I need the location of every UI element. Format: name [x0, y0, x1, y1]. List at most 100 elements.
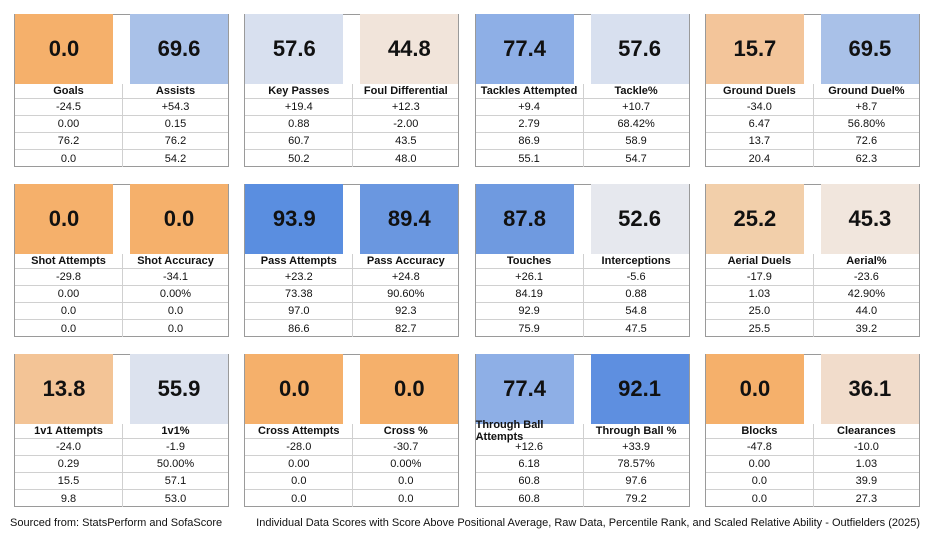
- metric-value: -1.9: [122, 439, 228, 456]
- metric-value: +8.7: [812, 99, 919, 116]
- metric-value: 2.79: [475, 116, 583, 133]
- metric-name: Clearances: [812, 424, 919, 439]
- score-box: 52.6: [590, 184, 689, 254]
- stat-panel: 87.8 Touches +26.1 84.19 92.9 75.9 52.6 Interce…: [474, 184, 690, 337]
- metric-value: 90.60%: [352, 286, 459, 303]
- metric-value: 57.1: [122, 473, 228, 490]
- stat-panel: 93.9 Pass Attempts +23.2 73.38 97.0 86.6 89.4 P…: [244, 184, 460, 337]
- score-box: 45.3: [820, 184, 919, 254]
- metric-value: 42.90%: [812, 286, 919, 303]
- metric-value: 56.80%: [812, 116, 919, 133]
- metric-value: 55.1: [518, 152, 540, 165]
- stat-panel: 0.0 Shot Attempts -29.8 0.00 0.0 0.0 0.0 Shot A…: [14, 184, 229, 337]
- metric-name: Pass Attempts: [245, 254, 353, 269]
- metric-name: Aerial Duels: [705, 254, 813, 269]
- metric-value: 39.9: [812, 473, 919, 490]
- metric-value: 0.00%: [122, 286, 228, 303]
- footer-description: Individual Data Scores with Score Above …: [256, 517, 920, 529]
- metric-value: 50.2: [288, 152, 310, 165]
- metric-value: 1.03: [812, 456, 919, 473]
- metric-value: 0.0: [291, 492, 307, 505]
- metric-value: -5.6: [582, 269, 689, 286]
- metric-value: 53.0: [122, 490, 228, 507]
- metric-name: Shot Attempts: [15, 254, 122, 269]
- metric-name: Through Ball Attempts: [475, 419, 583, 443]
- score-box: 77.4: [475, 14, 574, 84]
- metric-value: -34.0: [705, 99, 813, 116]
- metric-value: +9.4: [475, 99, 583, 116]
- metric-value: 92.9: [475, 303, 583, 320]
- metric-value: 0.29: [15, 456, 122, 473]
- metric-value: 62.3: [812, 150, 919, 167]
- metric-value: +33.9: [582, 439, 689, 456]
- metric-value: 54.2: [122, 150, 228, 167]
- metric-value: 0.0: [60, 322, 77, 335]
- metric-name: Pass Accuracy: [352, 254, 459, 269]
- stat-panel: 0.0 Goals -24.5 0.00 76.2 0.0 69.6 Assists +54.3…: [14, 14, 229, 167]
- stat-panel: 0.0 Blocks -47.8 0.00 0.0 0.0 36.1 Clearances -1…: [704, 354, 920, 507]
- metric-value: 44.0: [812, 303, 919, 320]
- metric-name: Tackles Attempted: [475, 84, 583, 99]
- metric-name: Assists: [122, 84, 228, 99]
- metric-value: 0.00: [705, 456, 813, 473]
- metric-value: 72.6: [812, 133, 919, 150]
- metric-value: 0.0: [15, 303, 122, 320]
- metric-name: Tackle%: [582, 84, 689, 99]
- metric-name: Ground Duels: [705, 84, 813, 99]
- score-box: 55.9: [130, 354, 228, 424]
- metric-value: -23.6: [812, 269, 919, 286]
- metric-value: +12.6: [475, 439, 583, 456]
- metric-value: -10.0: [812, 439, 919, 456]
- metric-value: 6.47: [705, 116, 813, 133]
- stat-panel: 13.8 1v1 Attempts -24.0 0.29 15.5 9.8 55.9 1v1%…: [14, 354, 229, 507]
- metric-value: 50.00%: [122, 456, 228, 473]
- metric-value: 9.8: [60, 492, 77, 505]
- metric-name: 1v1 Attempts: [15, 424, 122, 439]
- metric-value: 0.00%: [352, 456, 459, 473]
- metric-value: 60.8: [518, 492, 540, 505]
- score-box: 44.8: [360, 14, 459, 84]
- metric-value: 54.7: [582, 150, 689, 167]
- metric-name: Through Ball %: [582, 424, 689, 439]
- footer-source: Sourced from: StatsPerform and SofaScore: [10, 517, 223, 529]
- score-box: 13.8: [15, 354, 113, 424]
- metric-value: 68.42%: [582, 116, 689, 133]
- metric-value: -34.1: [122, 269, 228, 286]
- metric-value: 15.5: [15, 473, 122, 490]
- metric-value: 25.0: [705, 303, 813, 320]
- metric-name: Cross %: [352, 424, 459, 439]
- metric-value: 0.0: [122, 303, 228, 320]
- stat-panel: 77.4 Through Ball Attempts +12.6 6.18 60.8 60…: [474, 354, 690, 507]
- metric-name: Shot Accuracy: [122, 254, 228, 269]
- metric-value: 25.5: [748, 322, 771, 335]
- metric-value: -24.5: [15, 99, 122, 116]
- metric-value: 0.0: [60, 152, 77, 165]
- metric-value: 97.0: [245, 303, 353, 320]
- stat-panel: 0.0 Cross Attempts -28.0 0.00 0.0 0.0 0.0 Cross…: [244, 354, 460, 507]
- metric-value: -24.0: [15, 439, 122, 456]
- metric-value: -17.9: [705, 269, 813, 286]
- metric-value: 47.5: [582, 320, 689, 337]
- metric-name: Blocks: [705, 424, 813, 439]
- metric-value: 6.18: [475, 456, 583, 473]
- metric-name: Key Passes: [245, 84, 353, 99]
- metric-value: 86.9: [475, 133, 583, 150]
- metric-value: 86.6: [288, 322, 310, 335]
- metric-value: 0.00: [15, 286, 122, 303]
- metric-value: 92.3: [352, 303, 459, 320]
- score-box: 15.7: [705, 14, 804, 84]
- metric-value: 0.00: [245, 456, 353, 473]
- metric-value: +23.2: [245, 269, 353, 286]
- metric-value: +10.7: [582, 99, 689, 116]
- metric-value: 0.0: [751, 492, 768, 505]
- metric-value: 27.3: [812, 490, 919, 507]
- metric-value: +54.3: [122, 99, 228, 116]
- score-box: 36.1: [820, 354, 919, 424]
- metric-value: +19.4: [245, 99, 353, 116]
- score-box: 0.0: [130, 184, 228, 254]
- metric-name: 1v1%: [122, 424, 228, 439]
- metric-value: 58.9: [582, 133, 689, 150]
- metric-value: 1.03: [705, 286, 813, 303]
- metric-name: Interceptions: [582, 254, 689, 269]
- stat-panel: 15.7 Ground Duels -34.0 6.47 13.7 20.4 69.5 Gro…: [704, 14, 920, 167]
